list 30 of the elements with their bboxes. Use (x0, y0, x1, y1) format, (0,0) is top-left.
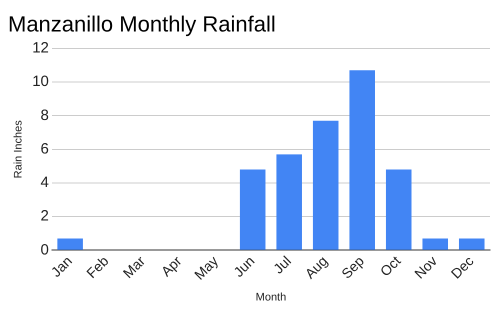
bar (240, 169, 266, 250)
y-tick-label: 12 (32, 40, 49, 57)
x-tick-label: Nov (411, 252, 440, 282)
x-tick-label: Jun (230, 252, 258, 280)
x-tick-label: Jul (270, 252, 294, 277)
y-tick-label: 4 (40, 174, 49, 192)
y-axis-title: Rain Inches (12, 120, 25, 178)
bar (422, 238, 448, 250)
bar (386, 169, 412, 250)
x-tick-label: Dec (448, 252, 477, 282)
bar (349, 70, 375, 250)
y-tick-label: 10 (32, 73, 49, 90)
y-tick-label: 6 (40, 140, 49, 158)
bar (458, 238, 485, 250)
x-tick-label: Feb (83, 252, 112, 282)
x-tick-label: Apr (158, 252, 185, 280)
x-tick-label: Sep (338, 252, 368, 282)
x-tick-label: Jan (48, 252, 75, 280)
bar (312, 120, 338, 250)
x-tick-label: Aug (302, 252, 331, 282)
bar (276, 154, 302, 250)
y-tick-label: 8 (40, 106, 49, 124)
x-axis-title: Month (256, 291, 286, 304)
y-tick-label: 2 (40, 208, 49, 225)
bar (57, 238, 83, 250)
x-tick-label: Oct (376, 252, 404, 280)
x-tick-label: Mar (120, 252, 148, 282)
x-tick-label: May (191, 252, 222, 283)
y-tick-label: 0 (40, 241, 49, 258)
chart-title: Manzanillo Monthly Rainfall (8, 11, 276, 36)
